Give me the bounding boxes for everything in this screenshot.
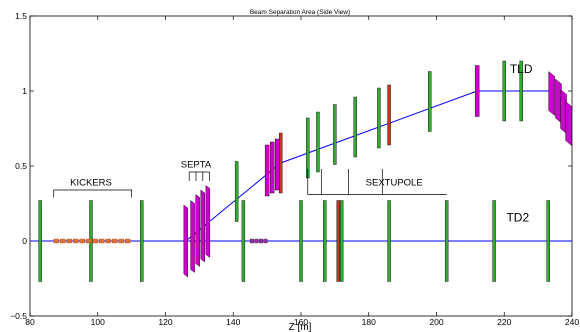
quadrupole	[278, 132, 283, 194]
x-axis-label: Z [m]	[289, 322, 312, 332]
annotation-tld: TLD	[510, 62, 533, 76]
quadrupole	[333, 104, 337, 165]
quadrupole	[353, 96, 357, 158]
annotation-sextupole: SEXTUPOLE	[366, 178, 423, 189]
y-tick-label: 1.5	[15, 11, 27, 21]
kicker-segment	[105, 238, 111, 244]
quadrupole	[492, 200, 496, 282]
dipole-segment	[259, 238, 263, 244]
kicker-segment	[118, 238, 124, 244]
quadrupole	[377, 87, 381, 149]
kicker-segment	[66, 238, 72, 244]
quadrupole	[234, 161, 239, 222]
x-tick-label: 140	[226, 317, 240, 327]
tick-labels: 80 100 120 140 160 180 200 220 240 −0.5 0 0.5 1 1.5	[10, 11, 579, 327]
quadrupole	[299, 200, 303, 282]
x-tick-label: 180	[362, 317, 376, 327]
x-tick-label: 240	[565, 317, 579, 327]
quadrupole	[336, 200, 340, 282]
quadrupole	[323, 200, 327, 282]
kicker-segment	[125, 238, 131, 244]
x-tick-label: 120	[158, 317, 172, 327]
plot-content: KICKERS SEPTA SEXTUPOLE TLD TD2	[30, 60, 572, 282]
x-tick-label: 100	[91, 317, 105, 327]
kicker-segment	[73, 238, 79, 244]
y-tick-label: 0	[22, 236, 27, 246]
quadrupole	[546, 200, 550, 282]
bending-magnet	[264, 144, 270, 197]
dipole-segment	[250, 238, 254, 244]
bending-magnet	[270, 141, 275, 194]
kicker-segment	[79, 238, 85, 244]
kicker-segment	[60, 238, 66, 244]
quadrupole	[502, 60, 506, 122]
annotation-septa: SEPTA	[181, 160, 212, 171]
kicker-segment	[112, 238, 118, 244]
quadrupole	[316, 111, 320, 173]
septum-magnet	[200, 189, 205, 263]
annotation-td2: TD2	[506, 211, 529, 225]
septum-magnet	[183, 204, 189, 278]
beamline-tld	[185, 90, 552, 242]
annotation-kickers: KICKERS	[70, 178, 112, 189]
x-tick-label: 220	[497, 317, 511, 327]
dipole-segment	[263, 238, 268, 244]
quadrupole	[241, 200, 246, 282]
y-tick-label: 0.5	[15, 161, 27, 171]
chart-title: Beam Separation Area (Side View)	[250, 9, 350, 16]
septum-magnet	[205, 185, 211, 258]
y-tick-label: 1	[22, 86, 27, 96]
kicker-segment	[92, 238, 98, 244]
quadrupole	[339, 200, 344, 282]
x-tick-label: 80	[25, 317, 35, 327]
dipole-segment	[254, 238, 259, 244]
kicker-segment	[99, 238, 105, 244]
kickers-bracket	[53, 189, 132, 198]
bending-magnet	[474, 65, 480, 117]
quadrupole	[444, 200, 449, 282]
septum-magnet	[190, 200, 195, 273]
quadrupole	[428, 71, 432, 132]
quadrupole	[38, 200, 42, 282]
x-tick-label: 200	[429, 317, 443, 327]
kicker-segment	[86, 238, 92, 244]
tld-bending-magnet	[548, 71, 555, 116]
quadrupole	[519, 60, 523, 122]
quadrupole	[140, 200, 144, 282]
kicker-segment	[53, 238, 59, 244]
y-tick-label: −0.5	[10, 311, 27, 321]
quadrupole	[387, 200, 391, 282]
septum-magnet	[195, 194, 200, 267]
x-tick-label: 160	[294, 317, 308, 327]
bending-magnet	[275, 138, 280, 191]
tld-bending-magnet	[565, 101, 572, 146]
quadrupole	[387, 84, 391, 146]
